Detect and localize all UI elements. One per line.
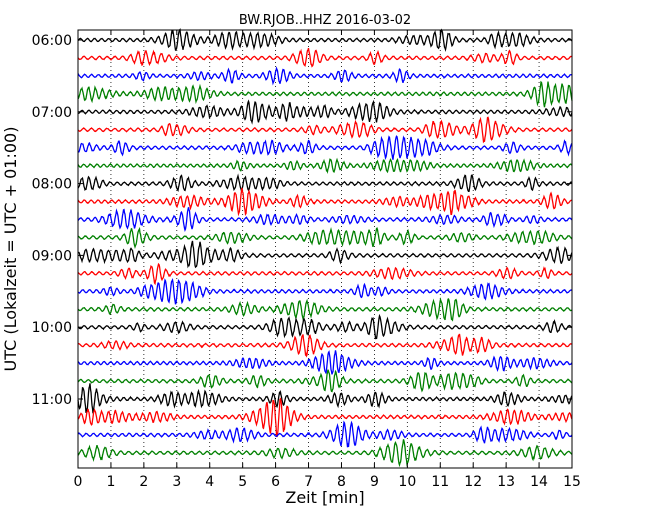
seismic-trace	[77, 47, 573, 68]
x-tick-label: 13	[497, 474, 515, 490]
seismic-trace	[77, 397, 573, 438]
seismic-trace	[77, 262, 573, 286]
seismic-trace	[77, 207, 573, 233]
seismic-trace	[77, 369, 573, 393]
seismic-trace	[77, 313, 573, 340]
x-tick-label: 10	[398, 474, 416, 490]
x-axis: 0 1 2 3 4 5 6 7 8 9 10 11 12 13 14 15	[74, 30, 581, 490]
y-tick-label: 09:00	[32, 248, 72, 264]
seismic-trace	[77, 333, 573, 358]
x-tick-label: 4	[205, 474, 214, 490]
seismic-trace	[77, 99, 573, 125]
x-tick-label: 2	[139, 474, 148, 490]
y-tick-label: 10:00	[32, 320, 72, 336]
seismic-trace	[77, 240, 573, 269]
x-tick-label: 5	[238, 474, 247, 490]
x-tick-label: 12	[464, 474, 482, 490]
seismic-trace	[77, 420, 573, 448]
x-tick-label: 15	[563, 474, 581, 490]
seismic-trace	[77, 297, 573, 322]
x-tick-label: 1	[106, 474, 115, 490]
seismic-trace	[77, 28, 573, 53]
seismic-trace	[77, 116, 573, 144]
y-axis-label: UTC (Lokalzeit = UTC + 01:00)	[1, 127, 20, 372]
x-tick-label: 9	[370, 474, 379, 490]
seismic-trace	[77, 157, 573, 174]
seismic-trace	[77, 350, 573, 375]
seismic-trace	[77, 277, 573, 305]
plot-frame	[77, 29, 573, 469]
seismic-trace	[77, 226, 573, 249]
seismic-trace	[77, 187, 573, 217]
trace-group	[77, 28, 573, 468]
y-axis: 06:00 07:00 08:00 09:00 10:00 11:00	[32, 33, 572, 408]
y-tick-label: 07:00	[32, 105, 72, 121]
seismic-trace	[77, 383, 573, 414]
seismic-trace	[77, 439, 573, 468]
seismic-trace	[77, 80, 573, 108]
seismic-trace	[77, 173, 573, 194]
x-tick-label: 7	[304, 474, 313, 490]
seismic-trace	[77, 66, 573, 86]
y-tick-label: 11:00	[32, 392, 72, 408]
x-axis-label: Zeit [min]	[285, 488, 364, 507]
x-tick-label: 8	[337, 474, 346, 490]
y-tick-label: 08:00	[32, 177, 72, 193]
x-tick-label: 0	[74, 474, 83, 490]
x-tick-label: 14	[530, 474, 548, 490]
seismic-trace	[77, 135, 573, 161]
x-tick-label: 11	[431, 474, 449, 490]
x-tick-label: 6	[271, 474, 280, 490]
chart-title: BW.RJOB..HHZ 2016-03-02	[239, 13, 411, 28]
x-tick-label: 3	[172, 474, 181, 490]
y-tick-label: 06:00	[32, 33, 72, 49]
